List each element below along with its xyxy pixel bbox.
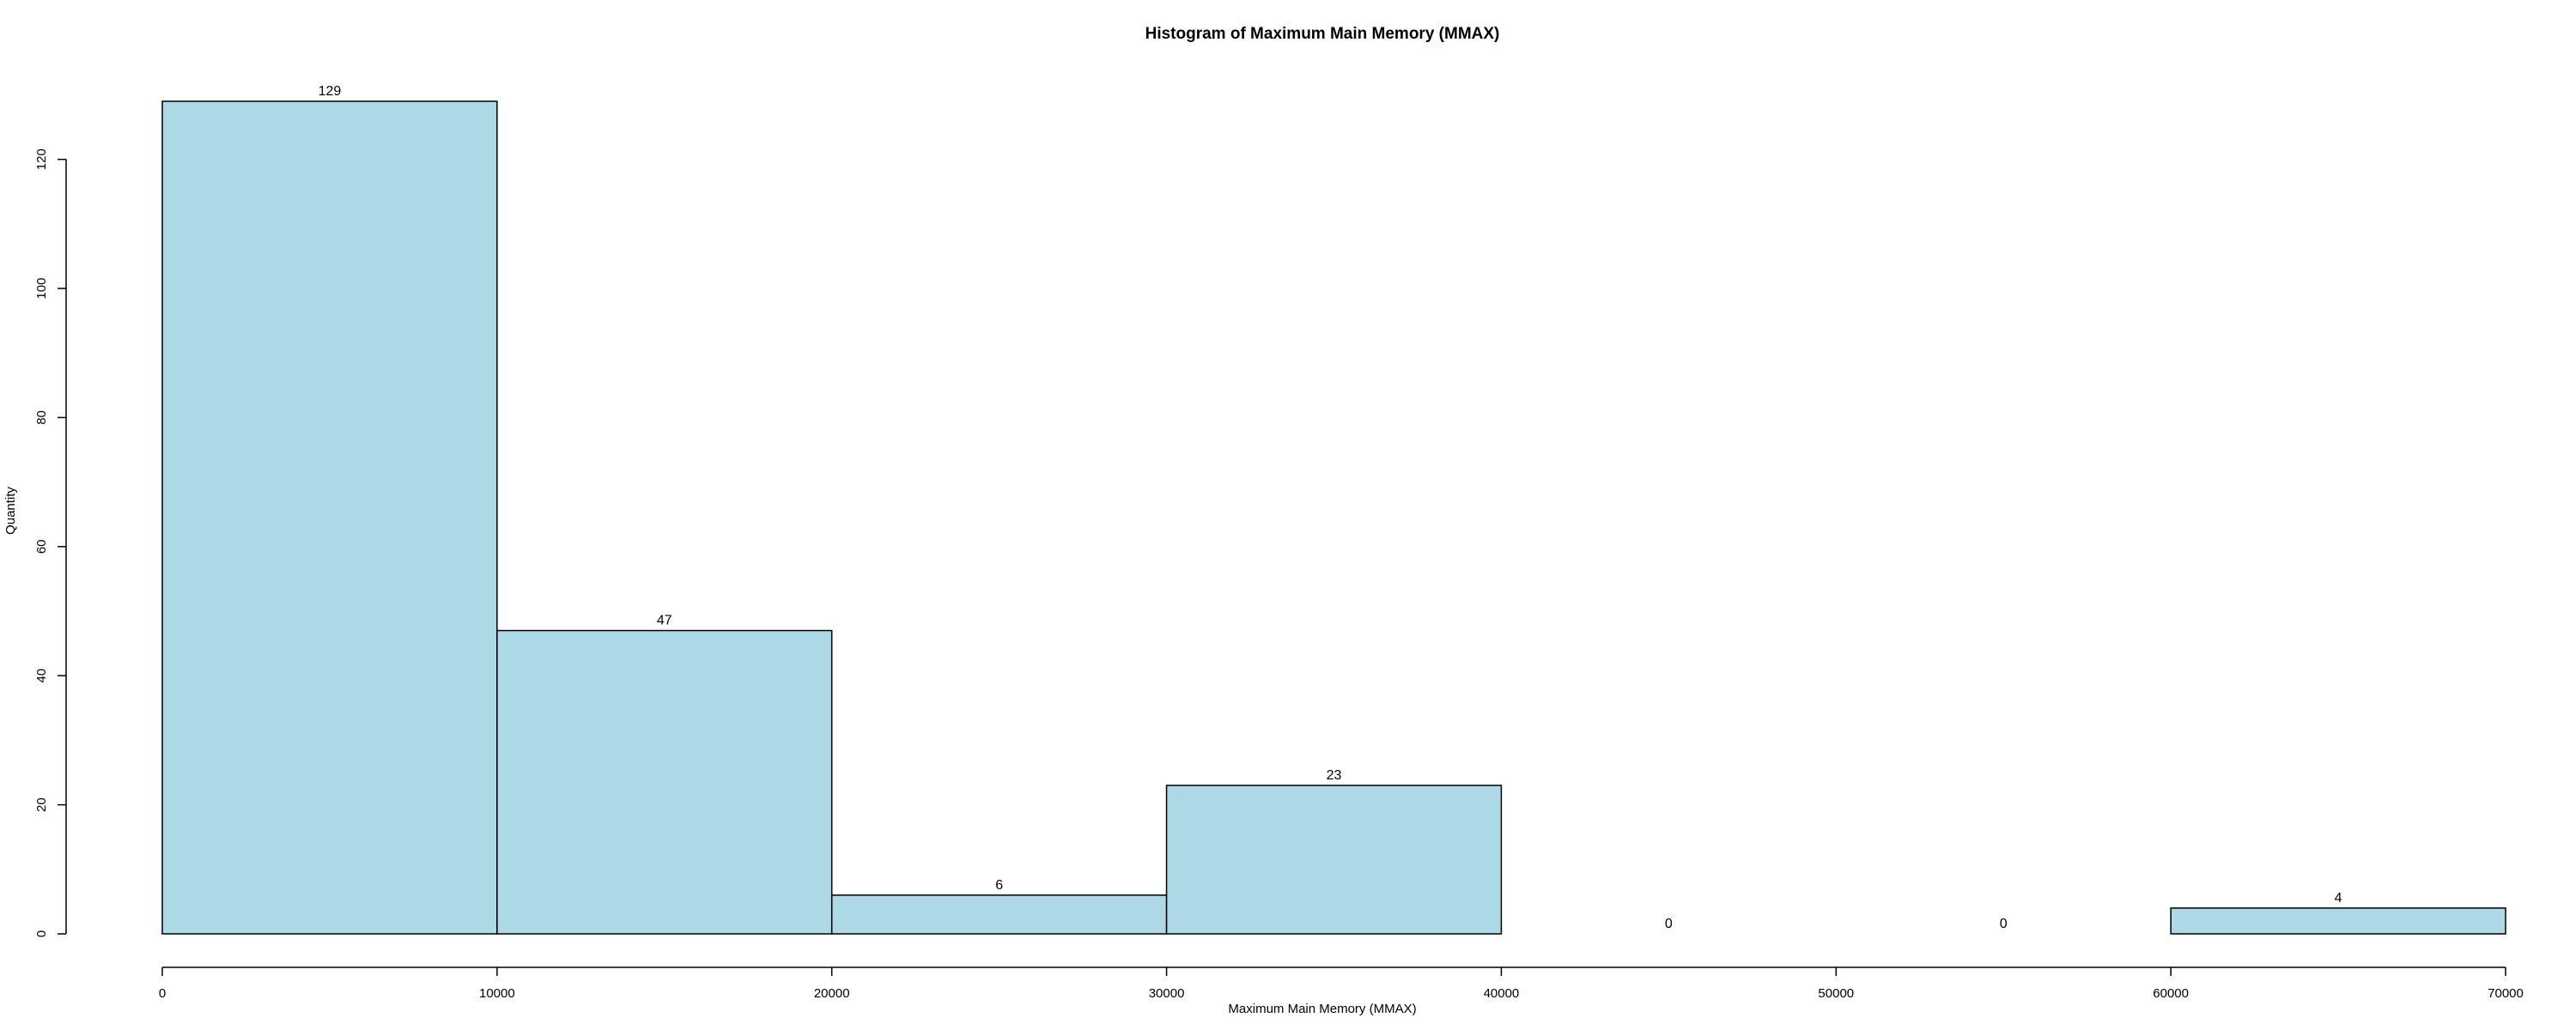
bars-group (161, 100, 2506, 935)
y-axis-label: Quantity (3, 487, 18, 535)
x-tick-label: 10000 (479, 986, 515, 1001)
x-axis-label: Maximum Main Memory (MMAX) (1228, 1002, 1416, 1016)
histogram-bar (161, 100, 498, 935)
y-tick-label: 20 (34, 797, 49, 812)
x-tick-label: 60000 (2153, 986, 2189, 1001)
x-tick-label: 30000 (1149, 986, 1185, 1001)
bar-value-label: 6 (995, 878, 1003, 893)
y-tick-label: 60 (34, 539, 49, 554)
x-axis: 0 10000 20000 30000 40000 50000 60000 70000 (159, 966, 2524, 1001)
y-axis: 0 20 40 60 80 100 120 (34, 148, 67, 937)
y-tick-label: 100 (34, 278, 49, 300)
bar-value-label: 4 (2335, 891, 2342, 906)
histogram-bar (1165, 785, 1503, 935)
bar-value-label: 23 (1327, 768, 1342, 783)
x-tick-label: 50000 (1818, 986, 1854, 1001)
histogram-bar (496, 629, 833, 935)
histogram-bar (830, 894, 1168, 935)
y-tick-label: 0 (34, 930, 49, 937)
bar-labels-group: 129 47 6 23 0 0 4 (319, 84, 2342, 931)
x-tick-label: 70000 (2488, 986, 2524, 1001)
bar-value-label: 129 (319, 84, 342, 99)
bar-value-label: 47 (657, 614, 672, 628)
chart-title: Histogram of Maximum Main Memory (MMAX) (1145, 25, 1500, 43)
y-tick-label: 40 (34, 669, 49, 683)
y-tick-label: 80 (34, 410, 49, 425)
bar-value-label: 0 (2000, 917, 2008, 931)
x-tick-label: 40000 (1484, 986, 1520, 1001)
x-tick-label: 20000 (814, 986, 850, 1001)
histogram-bar (2170, 907, 2506, 935)
x-tick-label: 0 (159, 986, 166, 1001)
y-tick-label: 120 (34, 148, 49, 170)
bar-value-label: 0 (1665, 917, 1673, 931)
